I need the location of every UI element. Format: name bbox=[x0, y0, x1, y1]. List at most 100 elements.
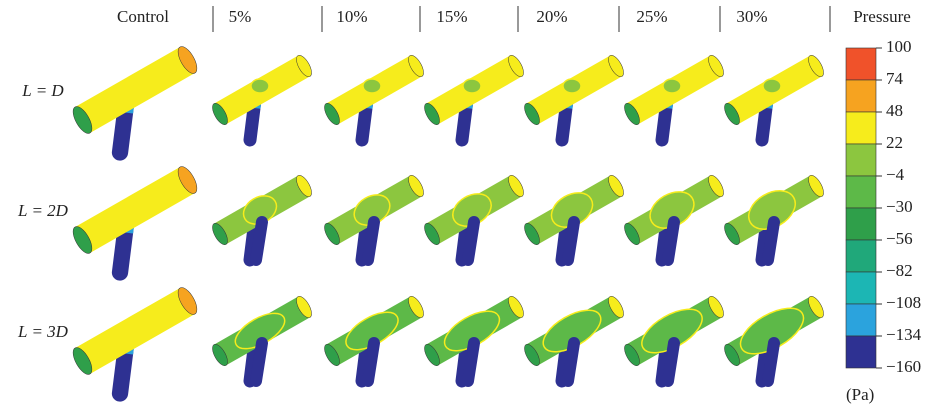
tube-end bbox=[608, 296, 624, 318]
colorbar-tick-label: 74 bbox=[886, 69, 904, 88]
branch-tube bbox=[462, 337, 480, 387]
tube-end bbox=[324, 103, 340, 125]
row-label: L = 2D bbox=[17, 201, 69, 220]
pipe-render bbox=[724, 55, 824, 147]
pipe-render bbox=[524, 175, 624, 267]
pipe-render bbox=[324, 296, 424, 388]
branch-tube bbox=[362, 216, 380, 266]
tube-end bbox=[408, 175, 424, 197]
pipe-render bbox=[424, 175, 524, 267]
colorbar-tick-label: −160 bbox=[886, 357, 921, 376]
colorbar-tick-label: −82 bbox=[886, 261, 913, 280]
pipe-render bbox=[212, 175, 312, 267]
bulge bbox=[562, 78, 582, 94]
tube bbox=[75, 166, 195, 254]
tube-end bbox=[212, 223, 228, 245]
tube-end bbox=[408, 55, 424, 77]
colorbar-tick-label: 48 bbox=[886, 101, 903, 120]
branch-tube bbox=[462, 216, 480, 266]
tube-end bbox=[524, 223, 540, 245]
tube-end bbox=[608, 175, 624, 197]
bulge bbox=[250, 78, 270, 94]
tube-end bbox=[296, 55, 312, 77]
pipe-render bbox=[624, 296, 724, 388]
pipe-render bbox=[424, 55, 524, 147]
pipe-render bbox=[324, 175, 424, 267]
column-header: 20% bbox=[536, 7, 567, 26]
colorbar-bin bbox=[845, 207, 877, 241]
bulge bbox=[748, 190, 796, 230]
tube-end bbox=[624, 223, 640, 245]
column-header: 15% bbox=[436, 7, 467, 26]
column-header: 5% bbox=[229, 7, 252, 26]
branch-tube bbox=[562, 216, 580, 266]
tube-end bbox=[708, 55, 724, 77]
pipe-render bbox=[212, 296, 312, 388]
pipe-render bbox=[72, 46, 198, 161]
pipe-render bbox=[724, 296, 824, 388]
tube-end bbox=[296, 296, 312, 318]
bulge bbox=[662, 78, 682, 94]
branch-tube bbox=[562, 337, 580, 387]
tube-end bbox=[708, 296, 724, 318]
tube-end bbox=[72, 347, 93, 375]
branch-tube bbox=[662, 337, 680, 387]
tube bbox=[75, 46, 195, 134]
bulge bbox=[462, 78, 482, 94]
tube-end bbox=[708, 175, 724, 197]
colorbar-tick-label: 22 bbox=[886, 133, 903, 152]
tube-end bbox=[177, 287, 198, 315]
bulge bbox=[362, 78, 382, 94]
bulge bbox=[641, 308, 703, 354]
tube-end bbox=[324, 223, 340, 245]
pipe-render bbox=[624, 175, 724, 267]
pipe-render bbox=[724, 175, 824, 267]
tube-end bbox=[524, 344, 540, 366]
colorbar-tick-label: −108 bbox=[886, 293, 921, 312]
bulge bbox=[649, 191, 695, 229]
tube-end bbox=[508, 296, 524, 318]
colorbar-bin bbox=[845, 239, 877, 273]
branch-tube bbox=[362, 337, 380, 387]
pipe-render bbox=[72, 166, 198, 281]
tube-end bbox=[177, 46, 198, 74]
tube-end bbox=[212, 103, 228, 125]
colorbar-bin bbox=[845, 47, 877, 81]
tube-end bbox=[424, 223, 440, 245]
pipe-render bbox=[72, 287, 198, 402]
pipe-render bbox=[424, 296, 524, 388]
tube-end bbox=[72, 226, 93, 254]
tube-end bbox=[724, 223, 740, 245]
tube-end bbox=[177, 166, 198, 194]
tube-end bbox=[424, 344, 440, 366]
colorbar-tick-label: −56 bbox=[886, 229, 913, 248]
column-header: 10% bbox=[336, 7, 367, 26]
tube-end bbox=[408, 296, 424, 318]
branch-tube bbox=[762, 337, 780, 387]
tube-end bbox=[508, 175, 524, 197]
colorbar-bin bbox=[845, 111, 877, 145]
colorbar-tick-label: −4 bbox=[886, 165, 905, 184]
tube-end bbox=[212, 344, 228, 366]
tube-end bbox=[808, 296, 824, 318]
pipe-render bbox=[324, 55, 424, 147]
tube-end bbox=[508, 55, 524, 77]
branch-tube bbox=[250, 337, 268, 387]
colorbar-unit: (Pa) bbox=[846, 385, 874, 404]
tube-end bbox=[624, 103, 640, 125]
colorbar-tick-label: −134 bbox=[886, 325, 922, 344]
colorbar-bin bbox=[845, 79, 877, 113]
tube-end bbox=[608, 55, 624, 77]
tube-end bbox=[524, 103, 540, 125]
colorbar-bin bbox=[845, 143, 877, 177]
bulge bbox=[739, 307, 805, 355]
tube-end bbox=[724, 344, 740, 366]
row-label: L = 3D bbox=[17, 322, 69, 341]
tube bbox=[75, 287, 195, 375]
colorbar-bin bbox=[845, 175, 877, 209]
branch-tube bbox=[250, 216, 268, 266]
row-label: L = D bbox=[21, 81, 64, 100]
colorbar-tick-label: −30 bbox=[886, 197, 913, 216]
pipe-render bbox=[212, 55, 312, 147]
